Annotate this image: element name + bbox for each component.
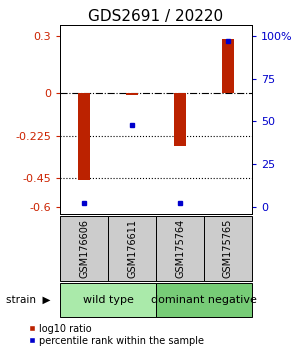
Text: GSM176611: GSM176611 [127, 219, 137, 278]
Bar [222, 39, 234, 93]
Bar [78, 93, 90, 180]
Text: GSM175765: GSM175765 [223, 219, 233, 278]
Text: GSM175764: GSM175764 [175, 219, 185, 278]
Text: wild type: wild type [82, 295, 134, 305]
Text: GSM176606: GSM176606 [79, 219, 89, 278]
Legend: log10 ratio, percentile rank within the sample: log10 ratio, percentile rank within the … [29, 324, 204, 346]
Bar [174, 93, 186, 146]
Title: GDS2691 / 20220: GDS2691 / 20220 [88, 8, 224, 24]
Bar [126, 93, 138, 95]
Text: strain  ▶: strain ▶ [6, 295, 50, 305]
Text: dominant negative: dominant negative [151, 295, 257, 305]
